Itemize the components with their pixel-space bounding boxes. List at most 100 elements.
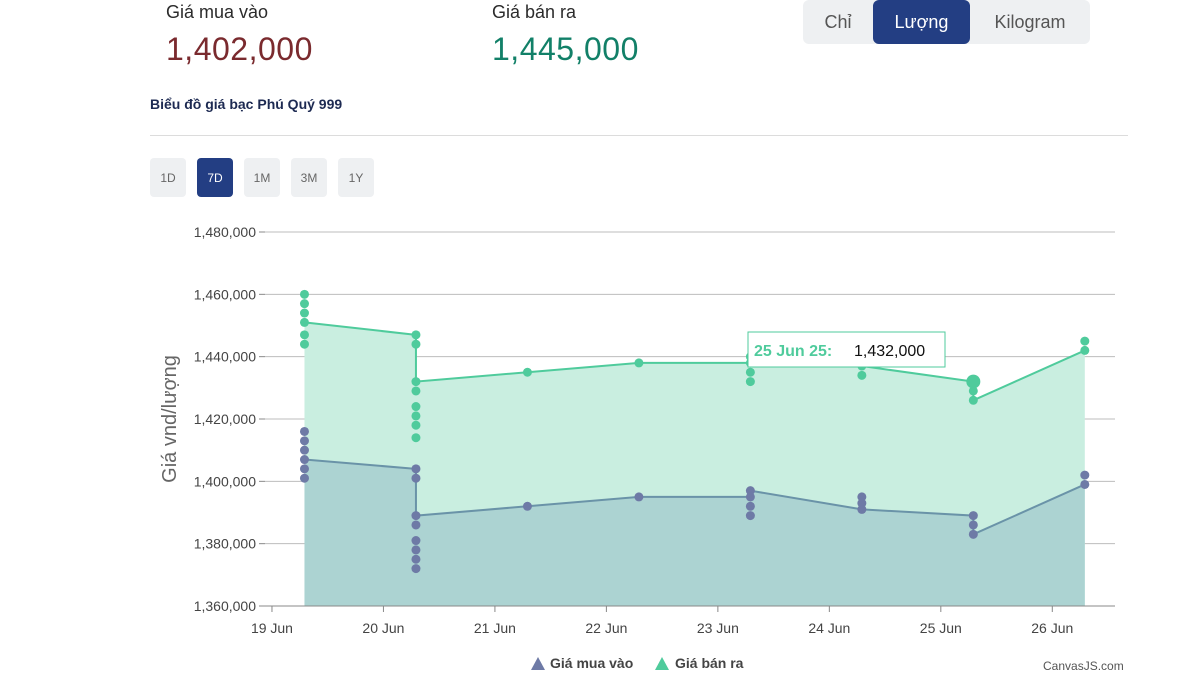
buy-point [634, 492, 644, 502]
buy-point [968, 529, 978, 539]
divider [150, 135, 1128, 136]
buy-point [745, 511, 755, 521]
y-tick-label: 1,420,000 [194, 411, 256, 427]
buy-point [857, 504, 867, 514]
range-tab-1d[interactable]: 1D [150, 158, 186, 197]
y-tick-label: 1,380,000 [194, 536, 256, 552]
x-tick-label: 24 Jun [808, 620, 850, 636]
buy-point [299, 445, 309, 455]
y-tick-label: 1,400,000 [194, 473, 256, 489]
y-axis-title: Giá vnd/lượng [159, 355, 181, 483]
buy-point [745, 492, 755, 502]
canvasjs-credit[interactable]: CanvasJS.com [1043, 659, 1124, 673]
buy-point [857, 492, 867, 502]
sell-price-block: Giá bán ra 1,445,000 [492, 2, 639, 68]
x-tick-label: 19 Jun [251, 620, 293, 636]
buy-point [411, 520, 421, 530]
buy-point [411, 511, 421, 521]
sell-point [411, 386, 421, 396]
chart-legend: Giá mua vào Giá bán ra [531, 655, 744, 671]
x-tick-label: 20 Jun [362, 620, 404, 636]
sell-point [1080, 345, 1090, 355]
sell-point [299, 339, 309, 349]
sell-point [299, 317, 309, 327]
legend-buy-label: Giá mua vào [550, 655, 633, 671]
sell-point [411, 411, 421, 421]
sell-point [411, 433, 421, 443]
tooltip-box [747, 331, 946, 368]
range-tab-7d[interactable]: 7D [197, 158, 233, 197]
sell-point [411, 402, 421, 412]
sell-point [634, 358, 644, 368]
sell-point [299, 299, 309, 309]
buy-point [299, 436, 309, 446]
sell-point [411, 377, 421, 387]
buy-point [745, 501, 755, 511]
sell-point [411, 339, 421, 349]
x-tick-label: 25 Jun [920, 620, 962, 636]
x-tick-label: 21 Jun [474, 620, 516, 636]
buy-point [1080, 470, 1090, 480]
buy-point [299, 426, 309, 436]
y-tick-label: 1,360,000 [194, 598, 256, 614]
area-fills [304, 322, 1085, 606]
unit-tab-kilogram[interactable]: Kilogram [994, 11, 1066, 32]
x-tick-label: 22 Jun [585, 620, 627, 636]
range-tab-1y[interactable]: 1Y [338, 158, 374, 197]
y-tick-label: 1,480,000 [194, 224, 256, 240]
legend-sell-label: Giá bán ra [675, 655, 744, 671]
buy-point [411, 536, 421, 546]
chart-tooltip: 25 Jun 25: 1,432,000 [747, 331, 946, 368]
tooltip-label: 25 Jun 25: [754, 343, 832, 360]
sell-point [968, 395, 978, 405]
x-tick-label: 23 Jun [697, 620, 739, 636]
buy-point [411, 464, 421, 474]
sell-price-label: Giá bán ra [492, 2, 577, 22]
unit-tabs: Chỉ Lượng Kilogram [803, 0, 1090, 44]
chart-title: Biểu đồ giá bạc Phú Quý 999 [150, 96, 343, 112]
buy-point [411, 564, 421, 574]
sell-point [857, 370, 867, 380]
sell-point [522, 367, 532, 377]
sell-point [745, 367, 755, 377]
buy-price-label: Giá mua vào [166, 2, 269, 22]
sell-point [299, 330, 309, 340]
x-tick-label: 26 Jun [1031, 620, 1073, 636]
y-tick-label: 1,440,000 [194, 349, 256, 365]
range-tabs: 1D 7D 1M 3M 1Y [150, 158, 374, 197]
legend-sell-marker [655, 657, 669, 670]
unit-tab-luong[interactable]: Lượng [873, 0, 970, 44]
buy-point [968, 520, 978, 530]
buy-area [304, 459, 1085, 606]
buy-point [411, 554, 421, 564]
range-tab-3m[interactable]: 3M [291, 158, 327, 197]
sell-point [968, 386, 978, 396]
buy-point [299, 473, 309, 483]
y-tick-label: 1,460,000 [194, 286, 256, 302]
legend-buy-marker [531, 657, 545, 670]
buy-point [411, 473, 421, 483]
buy-price-block: Giá mua vào 1,402,000 [166, 2, 313, 68]
tooltip-value: 1,432,000 [854, 343, 925, 360]
buy-point [299, 455, 309, 465]
axes: 1,360,000 1,380,000 1,400,000 1,420,000 1,44… [194, 224, 1115, 636]
unit-tab-chi[interactable]: Chỉ [824, 11, 852, 32]
sell-point [299, 289, 309, 299]
buy-point [299, 464, 309, 474]
buy-point [1080, 479, 1090, 489]
buy-point [968, 511, 978, 521]
range-tab-1m[interactable]: 1M [244, 158, 280, 197]
buy-point [857, 498, 867, 508]
sell-point [1080, 336, 1090, 346]
sell-point [745, 377, 755, 387]
sell-point [299, 308, 309, 318]
buy-point [411, 545, 421, 555]
sell-point [411, 330, 421, 340]
buy-price-value: 1,402,000 [166, 31, 313, 67]
buy-point [522, 501, 532, 511]
sell-point [411, 420, 421, 430]
tooltip-highlight-point [966, 374, 981, 389]
sell-price-value: 1,445,000 [492, 31, 639, 67]
buy-point [745, 486, 755, 496]
